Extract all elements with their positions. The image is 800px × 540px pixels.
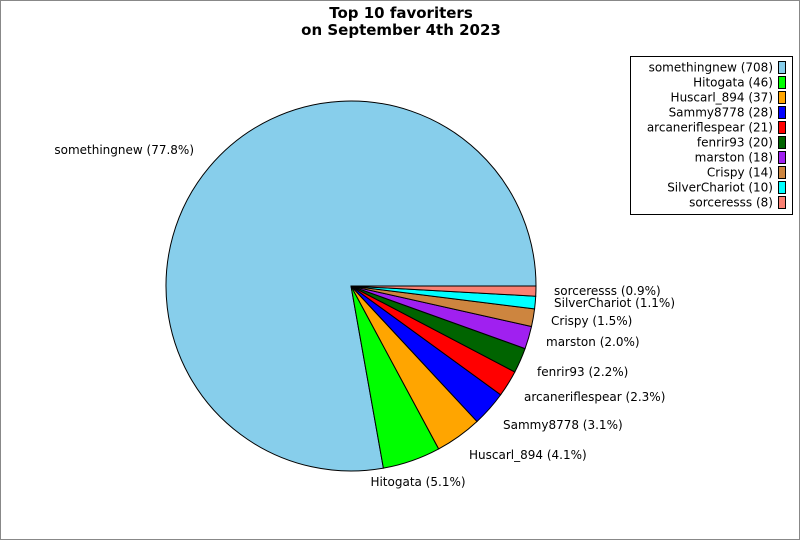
legend-label: arcaneriflespear (21) — [647, 121, 773, 135]
slice-label: Hitogata (5.1%) — [370, 475, 465, 489]
pie-slice-sorceresss — [350, 285, 537, 297]
legend-label: sorceresss (8) — [689, 196, 773, 210]
chart-title-line-2: on September 4th 2023 — [301, 21, 501, 39]
legend-swatch — [778, 166, 786, 179]
legend-swatch — [778, 121, 786, 134]
legend-swatch — [778, 151, 786, 164]
slice-label: sorceresss (0.9%) — [554, 284, 661, 298]
legend-swatch — [778, 91, 786, 104]
slice-label: Huscarl_894 (4.1%) — [469, 448, 587, 462]
slice-label: Crispy (1.5%) — [551, 314, 632, 328]
legend-label: Huscarl_894 (37) — [671, 91, 773, 105]
slice-label: somethingnew (77.8%) — [54, 143, 194, 157]
legend: somethingnew (708)Hitogata (46)Huscarl_8… — [630, 56, 793, 215]
legend-swatch — [778, 61, 786, 74]
chart-title-line-1: Top 10 favoriters — [329, 4, 473, 22]
legend-label: marston (18) — [695, 151, 773, 165]
legend-label: SilverChariot (10) — [667, 181, 773, 195]
legend-swatch — [778, 76, 786, 89]
legend-label: somethingnew (708) — [649, 61, 773, 75]
legend-swatch — [778, 106, 786, 119]
slice-label: Sammy8778 (3.1%) — [503, 418, 623, 432]
legend-swatch — [778, 196, 786, 209]
legend-label: Hitogata (46) — [693, 76, 773, 90]
legend-label: Crispy (14) — [707, 166, 773, 180]
slice-label: arcaneriflespear (2.3%) — [524, 390, 665, 404]
legend-box — [630, 56, 793, 215]
slice-label: SilverChariot (1.1%) — [554, 296, 675, 310]
legend-label: fenrir93 (20) — [697, 136, 773, 150]
legend-swatch — [778, 136, 786, 149]
slice-label: fenrir93 (2.2%) — [537, 365, 628, 379]
slice-label: marston (2.0%) — [546, 335, 640, 349]
legend-label: Sammy8778 (28) — [669, 106, 773, 120]
legend-swatch — [778, 181, 786, 194]
pie-slice-somethingnew — [165, 100, 537, 472]
